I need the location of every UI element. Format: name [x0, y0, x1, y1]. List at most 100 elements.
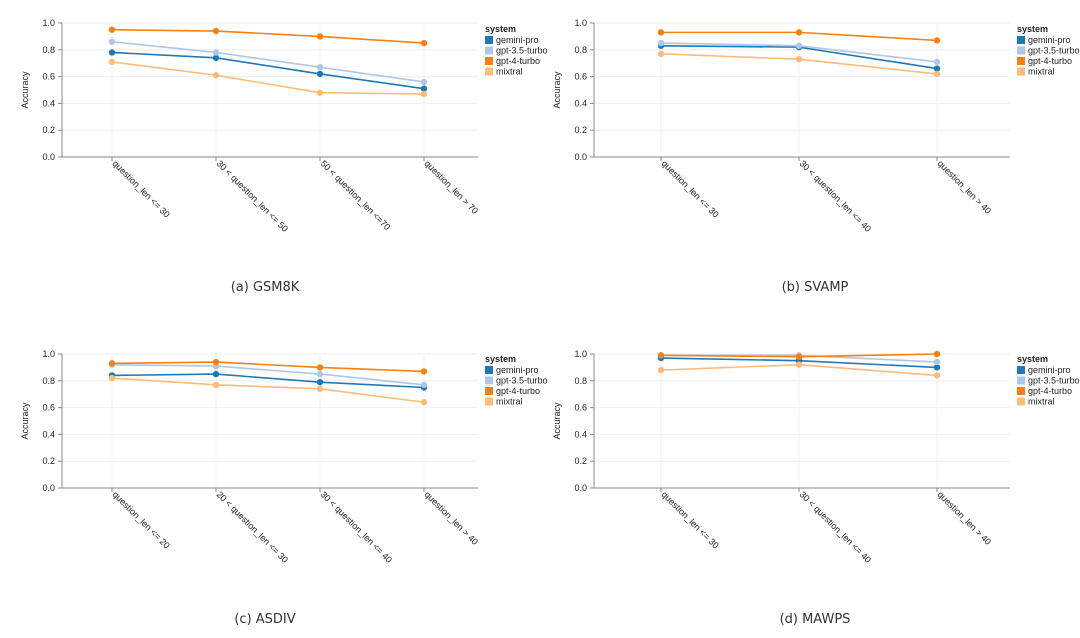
data-point-gpt-3.5-turbo [933, 358, 941, 366]
y-tick-label: 1.0 [574, 18, 587, 28]
data-point-gpt-3.5-turbo [420, 78, 428, 86]
data-point-gpt-3.5-turbo [795, 42, 803, 49]
data-point-mixtral [657, 50, 665, 58]
legend-swatch-gpt-4-turbo [1017, 57, 1025, 65]
data-point-gpt-4-turbo [657, 29, 665, 36]
data-point-gpt-4-turbo [212, 27, 220, 35]
legend-swatch-gemini-pro [485, 366, 493, 374]
data-point-gpt-4-turbo [212, 358, 220, 366]
legend-label: gpt-3.5-turbo [1028, 376, 1080, 386]
y-axis-title: Accuracy [552, 402, 562, 440]
data-point-gpt-3.5-turbo [212, 49, 220, 56]
data-point-mixtral [316, 89, 324, 96]
data-point-mixtral [212, 381, 220, 389]
y-axis-title: Accuracy [20, 71, 30, 109]
legend-label: mixtral [496, 397, 523, 407]
legend-title: system [1017, 354, 1048, 364]
panel-caption: (b) SVAMP [782, 280, 849, 295]
data-point-mixtral [795, 55, 803, 63]
y-tick-label: 1.0 [42, 18, 55, 28]
y-tick-label: 0.6 [574, 72, 587, 82]
series-line-mixtral [111, 61, 425, 95]
y-tick-label: 1.0 [42, 349, 55, 359]
legend: systemgemini-progpt-3.5-turbogpt-4-turbo… [1017, 354, 1080, 407]
y-axis-title: Accuracy [20, 402, 30, 440]
data-point-gpt-4-turbo [420, 39, 428, 47]
series-line-gpt-4-turbo [111, 28, 425, 44]
legend-title: system [485, 24, 516, 34]
y-axis-title: Accuracy [552, 71, 562, 109]
y-tick-label: 0.2 [42, 456, 55, 466]
data-point-gemini-pro [316, 378, 324, 386]
legend-label: gemini-pro [1028, 365, 1071, 375]
legend-swatch-gemini-pro [1017, 36, 1025, 44]
data-point-gpt-4-turbo [420, 368, 428, 375]
y-tick-label: 0.2 [574, 125, 587, 135]
x-category-label: question_len > 40 [936, 158, 993, 215]
y-tick-label: 0.2 [574, 456, 587, 466]
y-tick-label: 0.8 [574, 376, 587, 386]
legend: systemgemini-progpt-3.5-turbogpt-4-turbo… [1017, 24, 1080, 77]
legend-swatch-mixtral [485, 67, 493, 76]
legend-label: gpt-3.5-turbo [496, 376, 548, 386]
data-point-gpt-4-turbo [657, 352, 665, 359]
y-tick-label: 0.0 [42, 152, 55, 162]
legend-label: mixtral [1028, 67, 1055, 77]
legend-label: mixtral [496, 67, 523, 77]
chart-panel-2: 0.0 0.2 0.4 0.6 0.8 1.0 Accuracy question_len <… [552, 18, 1080, 295]
series-line-gemini-pro [111, 373, 425, 389]
data-point-gpt-3.5-turbo [316, 370, 324, 378]
legend-swatch-mixtral [1017, 67, 1025, 76]
x-category-label: question_len <= 30 [660, 489, 721, 550]
legend-swatch-gpt-4-turbo [485, 57, 493, 65]
y-tick-label: 0.8 [574, 45, 587, 55]
series-line-gpt-3.5-turbo [111, 363, 425, 386]
y-tick-label: 0.8 [42, 376, 55, 386]
data-point-gpt-4-turbo [316, 33, 324, 40]
y-tick-label: 0.4 [574, 429, 587, 439]
legend-swatch-gpt-3.5-turbo [1017, 376, 1025, 385]
legend-label: gemini-pro [1028, 35, 1071, 45]
y-tick-label: 0.0 [574, 152, 587, 162]
series-line-mixtral [111, 377, 425, 404]
panel-caption: (c) ASDIV [234, 612, 295, 627]
x-category-label: question_len <= 30 [111, 158, 172, 219]
data-point-gemini-pro [933, 364, 941, 371]
legend-swatch-gemini-pro [1017, 366, 1025, 374]
x-category-label: 50 < question_len <=70 [319, 158, 393, 232]
data-point-gpt-4-turbo [108, 360, 116, 367]
data-point-mixtral [108, 58, 116, 66]
y-tick-label: 0.0 [574, 483, 587, 493]
x-category-label: 30 < question_len <= 40 [798, 158, 874, 234]
chart-panel-4: 0.0 0.2 0.4 0.6 0.8 1.0 Accuracy question_len <… [552, 349, 1080, 627]
legend-label: gemini-pro [496, 365, 539, 375]
data-point-mixtral [108, 374, 116, 382]
y-tick-label: 0.6 [574, 403, 587, 413]
data-point-gpt-3.5-turbo [108, 38, 116, 45]
y-tick-label: 0.4 [42, 429, 55, 439]
legend-swatch-gemini-pro [485, 36, 493, 44]
data-point-mixtral [933, 70, 941, 78]
data-point-gpt-4-turbo [795, 29, 803, 36]
legend-swatch-gpt-4-turbo [1017, 387, 1025, 395]
legend-title: system [1017, 24, 1048, 34]
x-category-label: 30 < question_len <= 40 [319, 489, 395, 565]
data-point-gpt-4-turbo [316, 364, 324, 371]
y-tick-label: 0.2 [42, 125, 55, 135]
x-category-label: question_len > 70 [423, 158, 480, 215]
data-point-gpt-4-turbo [108, 26, 116, 33]
y-tick-label: 0.6 [42, 403, 55, 413]
data-point-gemini-pro [933, 65, 941, 72]
y-tick-label: 1.0 [574, 349, 587, 359]
data-point-mixtral [212, 72, 220, 79]
legend-label: gpt-4-turbo [496, 386, 540, 396]
series-line-gpt-3.5-turbo [111, 40, 425, 83]
y-tick-label: 0.6 [42, 72, 55, 82]
data-point-gpt-3.5-turbo [420, 381, 428, 389]
panel-caption: (d) MAWPS [780, 612, 851, 627]
x-category-label: question_len <= 20 [111, 489, 172, 550]
legend-label: gpt-4-turbo [1028, 386, 1072, 396]
data-point-gemini-pro [108, 49, 116, 56]
x-category-label: 30 < question_len <= 50 [215, 158, 291, 234]
